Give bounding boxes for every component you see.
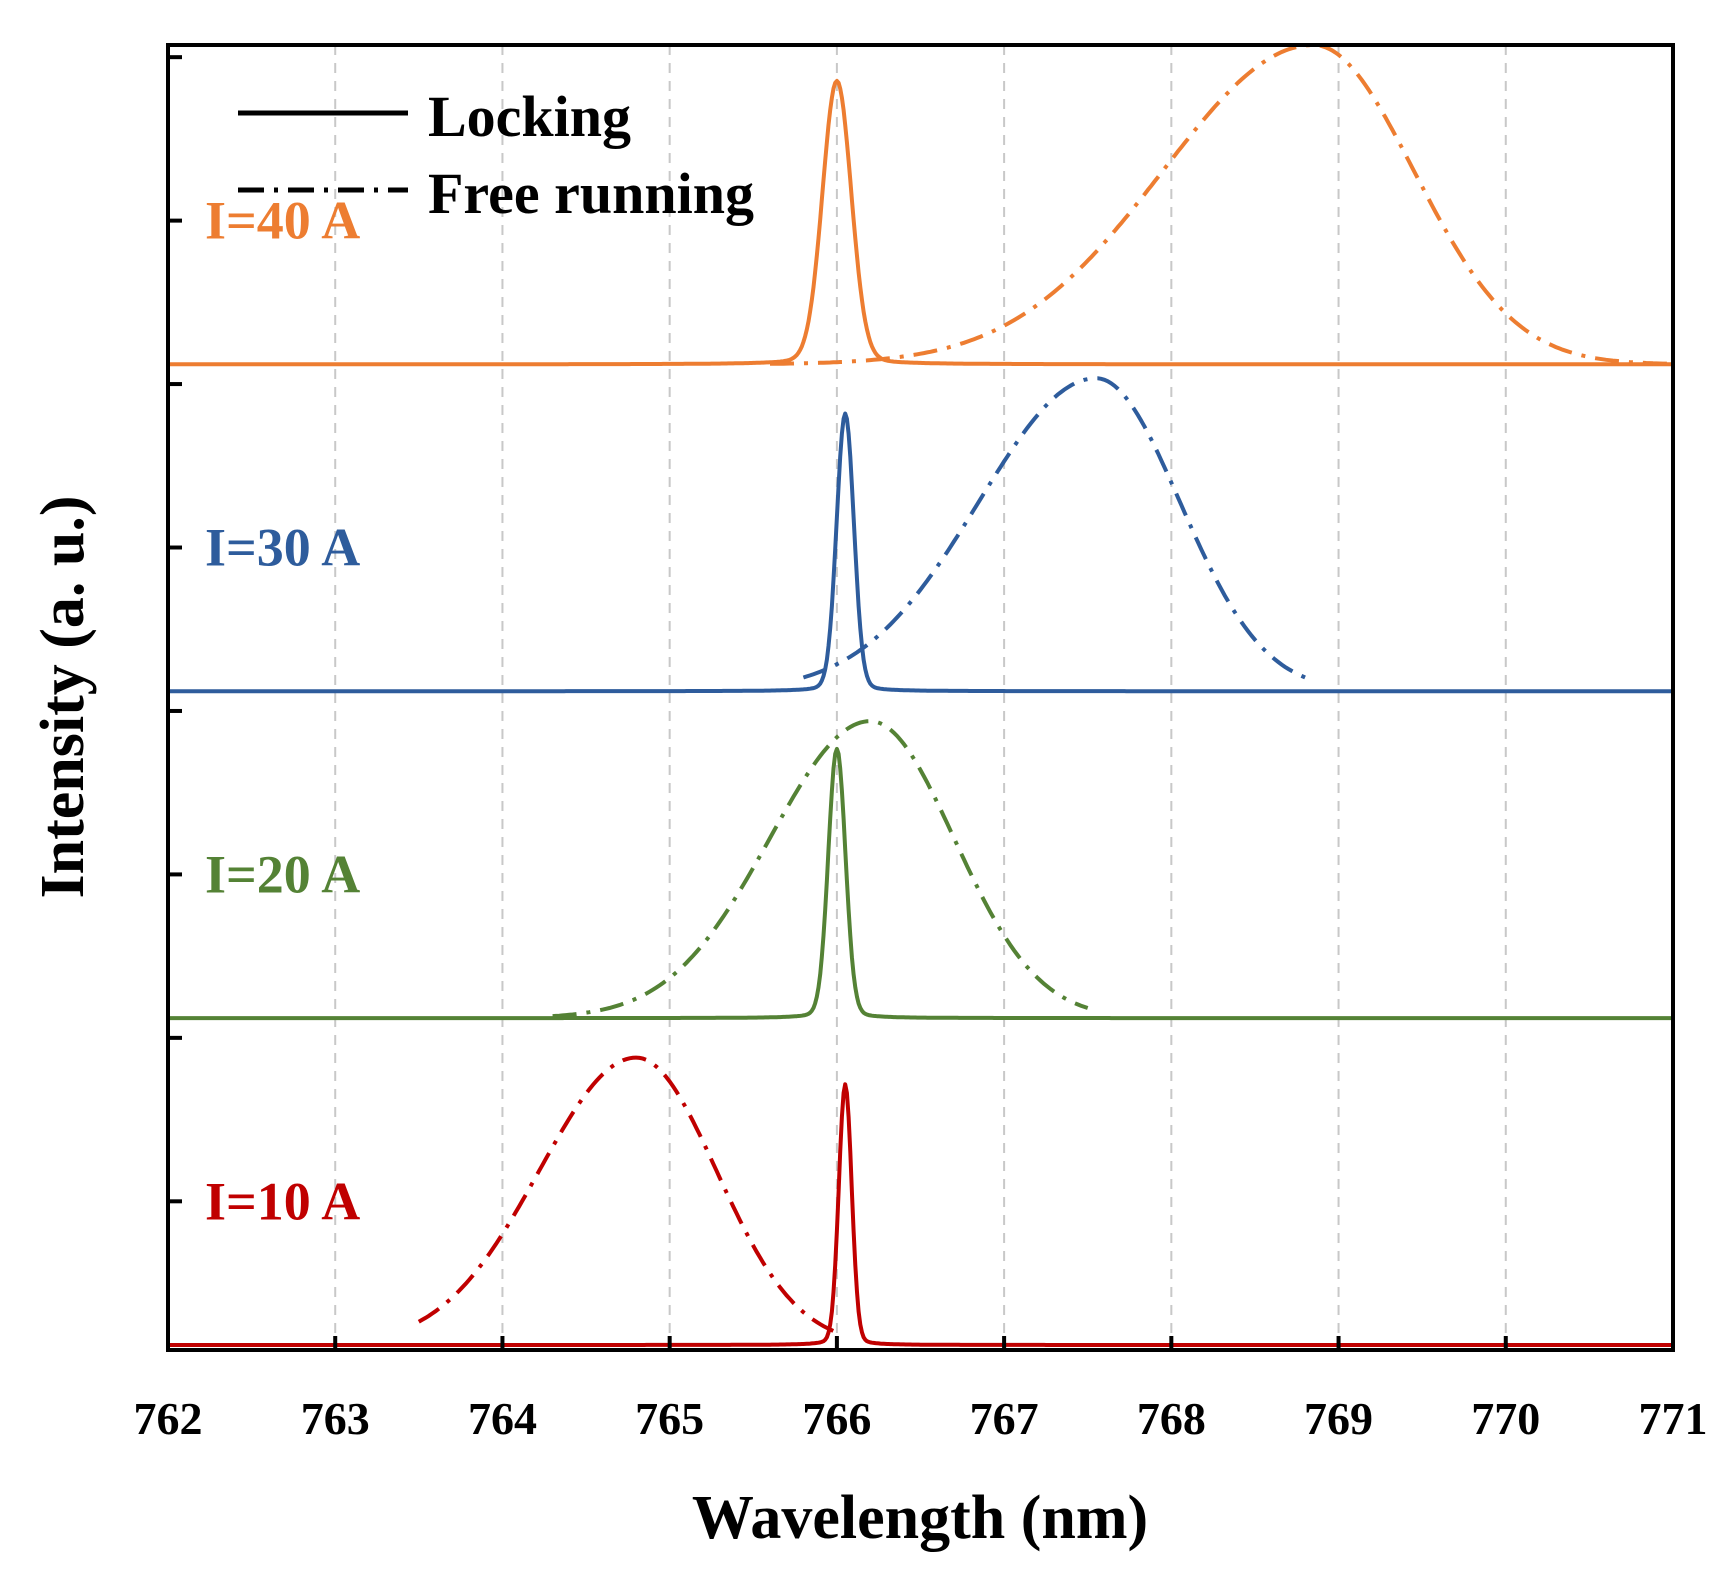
legend-label-free-running: Free running	[428, 161, 754, 226]
grid-lines	[334, 45, 1507, 1350]
x-tick-label-767: 767	[970, 1393, 1039, 1444]
locking-curve-1	[167, 1082, 1674, 1347]
legend-label-locking: Locking	[428, 84, 631, 149]
x-tick-label-769: 769	[1304, 1393, 1373, 1444]
series-label-2: I=20 A	[205, 844, 360, 904]
x-axis-title: Wavelength (nm)	[692, 1484, 1148, 1552]
x-tick-label-770: 770	[1471, 1393, 1540, 1444]
series-label-1: I=10 A	[205, 1171, 360, 1231]
x-tick-label-771: 771	[1639, 1393, 1708, 1444]
x-tick-label-764: 764	[468, 1393, 537, 1444]
free-running-curve-2	[552, 719, 1089, 1019]
free-running-curve-1	[417, 1055, 838, 1335]
series-label-4: I=40 A	[205, 191, 360, 251]
plot-frame	[166, 43, 1675, 1352]
series-labels: I=10 A I=20 A I=30 A I=40 A	[205, 191, 360, 1232]
y-axis-title: Intensity (a. u.)	[29, 495, 97, 898]
x-tick-label-762: 762	[134, 1393, 203, 1444]
curves	[167, 43, 1674, 1347]
x-axis-ticks: 762 763 764 765 766 767 768 769 770 771	[134, 1336, 1708, 1444]
locking-curve-2	[167, 746, 1674, 1021]
x-tick-label-768: 768	[1137, 1393, 1206, 1444]
legend: Locking Free running	[238, 84, 754, 226]
locking-curve-3	[167, 411, 1674, 694]
free-running-curve-4	[770, 43, 1674, 366]
locking-curve-4	[167, 78, 1674, 367]
x-tick-label-763: 763	[301, 1393, 370, 1444]
x-tick-label-766: 766	[802, 1393, 871, 1444]
x-tick-label-765: 765	[635, 1393, 704, 1444]
free-running-curve-3	[802, 376, 1313, 682]
y-axis-ticks	[168, 55, 182, 1204]
series-label-3: I=30 A	[205, 518, 360, 578]
